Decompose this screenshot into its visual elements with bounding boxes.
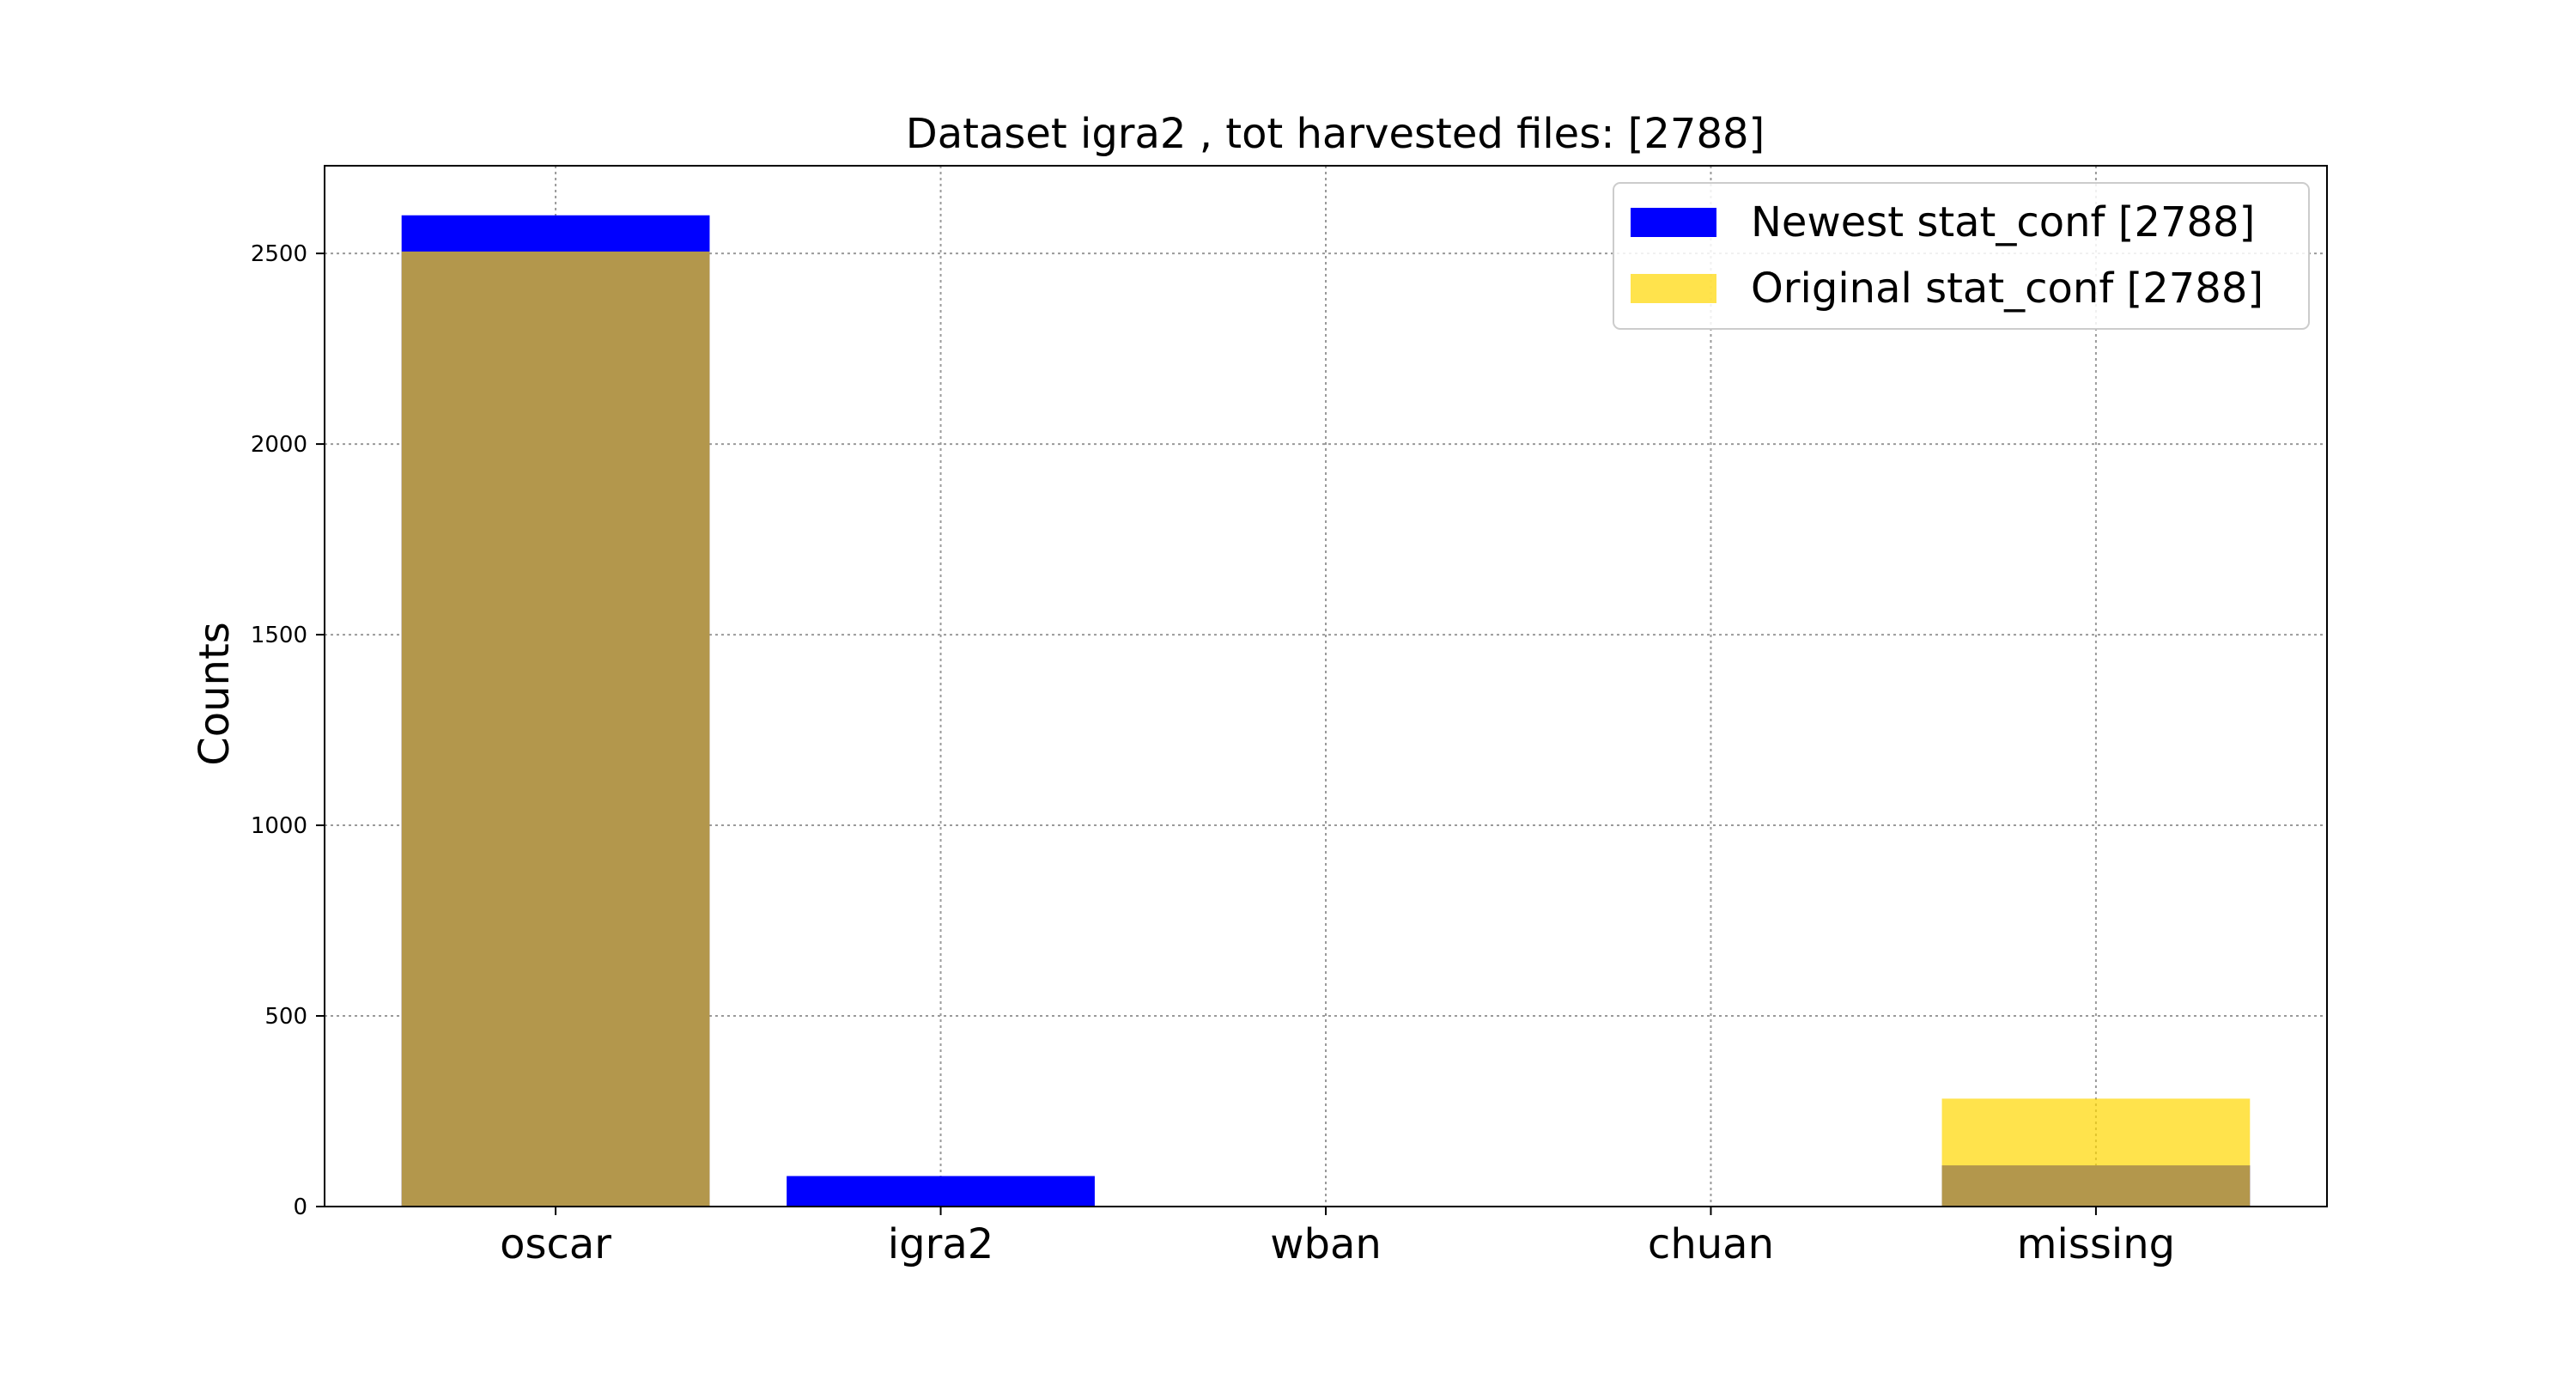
y-tick-label: 1000	[251, 813, 307, 839]
legend-frame	[1613, 182, 2310, 330]
bar-newest-igra2	[787, 1176, 1095, 1207]
bar-original-oscar	[401, 251, 710, 1207]
y-axis-label: Counts	[191, 622, 239, 766]
y-tick-label: 0	[293, 1195, 307, 1220]
y-tick-label: 500	[264, 1004, 307, 1030]
legend-label: Newest stat_conf [2788]	[1751, 198, 2255, 246]
y-tick-label: 1500	[251, 623, 307, 648]
bars	[401, 215, 2251, 1207]
y-tick-label: 2500	[251, 241, 307, 267]
legend-swatch	[1631, 274, 1716, 303]
legend: Newest stat_conf [2788] Original stat_con…	[1613, 182, 2310, 330]
legend-swatch	[1631, 208, 1716, 237]
x-tick-label: chuan	[1648, 1220, 1774, 1268]
y-tick-label: 2000	[251, 432, 307, 458]
x-tick-label: igra2	[888, 1220, 994, 1268]
axis-ticks: oscar igra2 wban chuan missing 0 500 1000 1500 20…	[251, 241, 2175, 1268]
x-tick-label: wban	[1270, 1220, 1382, 1268]
x-tick-label: missing	[2017, 1220, 2175, 1268]
chart-title: Dataset igra2 , tot harvested files: [27…	[906, 110, 1765, 158]
bar-original-missing	[1941, 1098, 2251, 1207]
legend-label: Original stat_conf [2788]	[1751, 264, 2263, 313]
x-tick-label: oscar	[500, 1220, 611, 1268]
